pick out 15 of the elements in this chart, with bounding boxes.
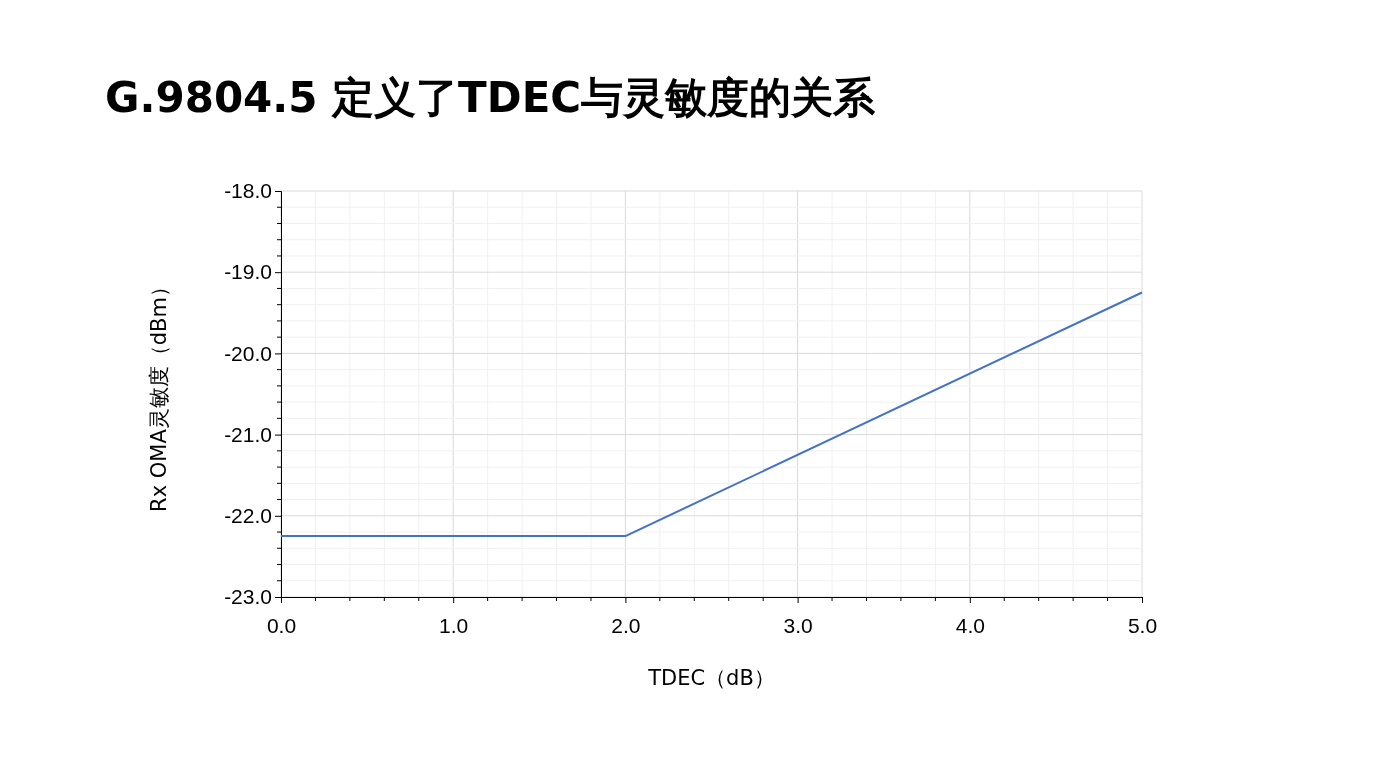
x-tick-label: 2.0 <box>611 614 641 638</box>
y-tick-label: -23.0 <box>224 585 272 609</box>
x-tick-label: 4.0 <box>955 614 985 638</box>
x-tick-label: 0.0 <box>266 614 297 638</box>
x-tick-label: 1.0 <box>439 614 469 638</box>
y-axis-title: Rx OMA灵敏度（dBm） <box>147 276 171 512</box>
y-tick-label: -19.0 <box>224 260 272 284</box>
x-tick-label: 3.0 <box>783 614 813 638</box>
x-tick-label: 5.0 <box>1127 614 1158 638</box>
y-tick-label: -18.0 <box>224 179 272 203</box>
y-tick-label: -21.0 <box>224 422 272 446</box>
chart-title: G.9804.5 定义了TDEC与灵敏度的关系 <box>105 73 877 122</box>
y-tick-label: -20.0 <box>224 341 272 365</box>
x-axis-title: TDEC（dB） <box>647 666 775 690</box>
y-tick-label: -22.0 <box>224 504 272 528</box>
